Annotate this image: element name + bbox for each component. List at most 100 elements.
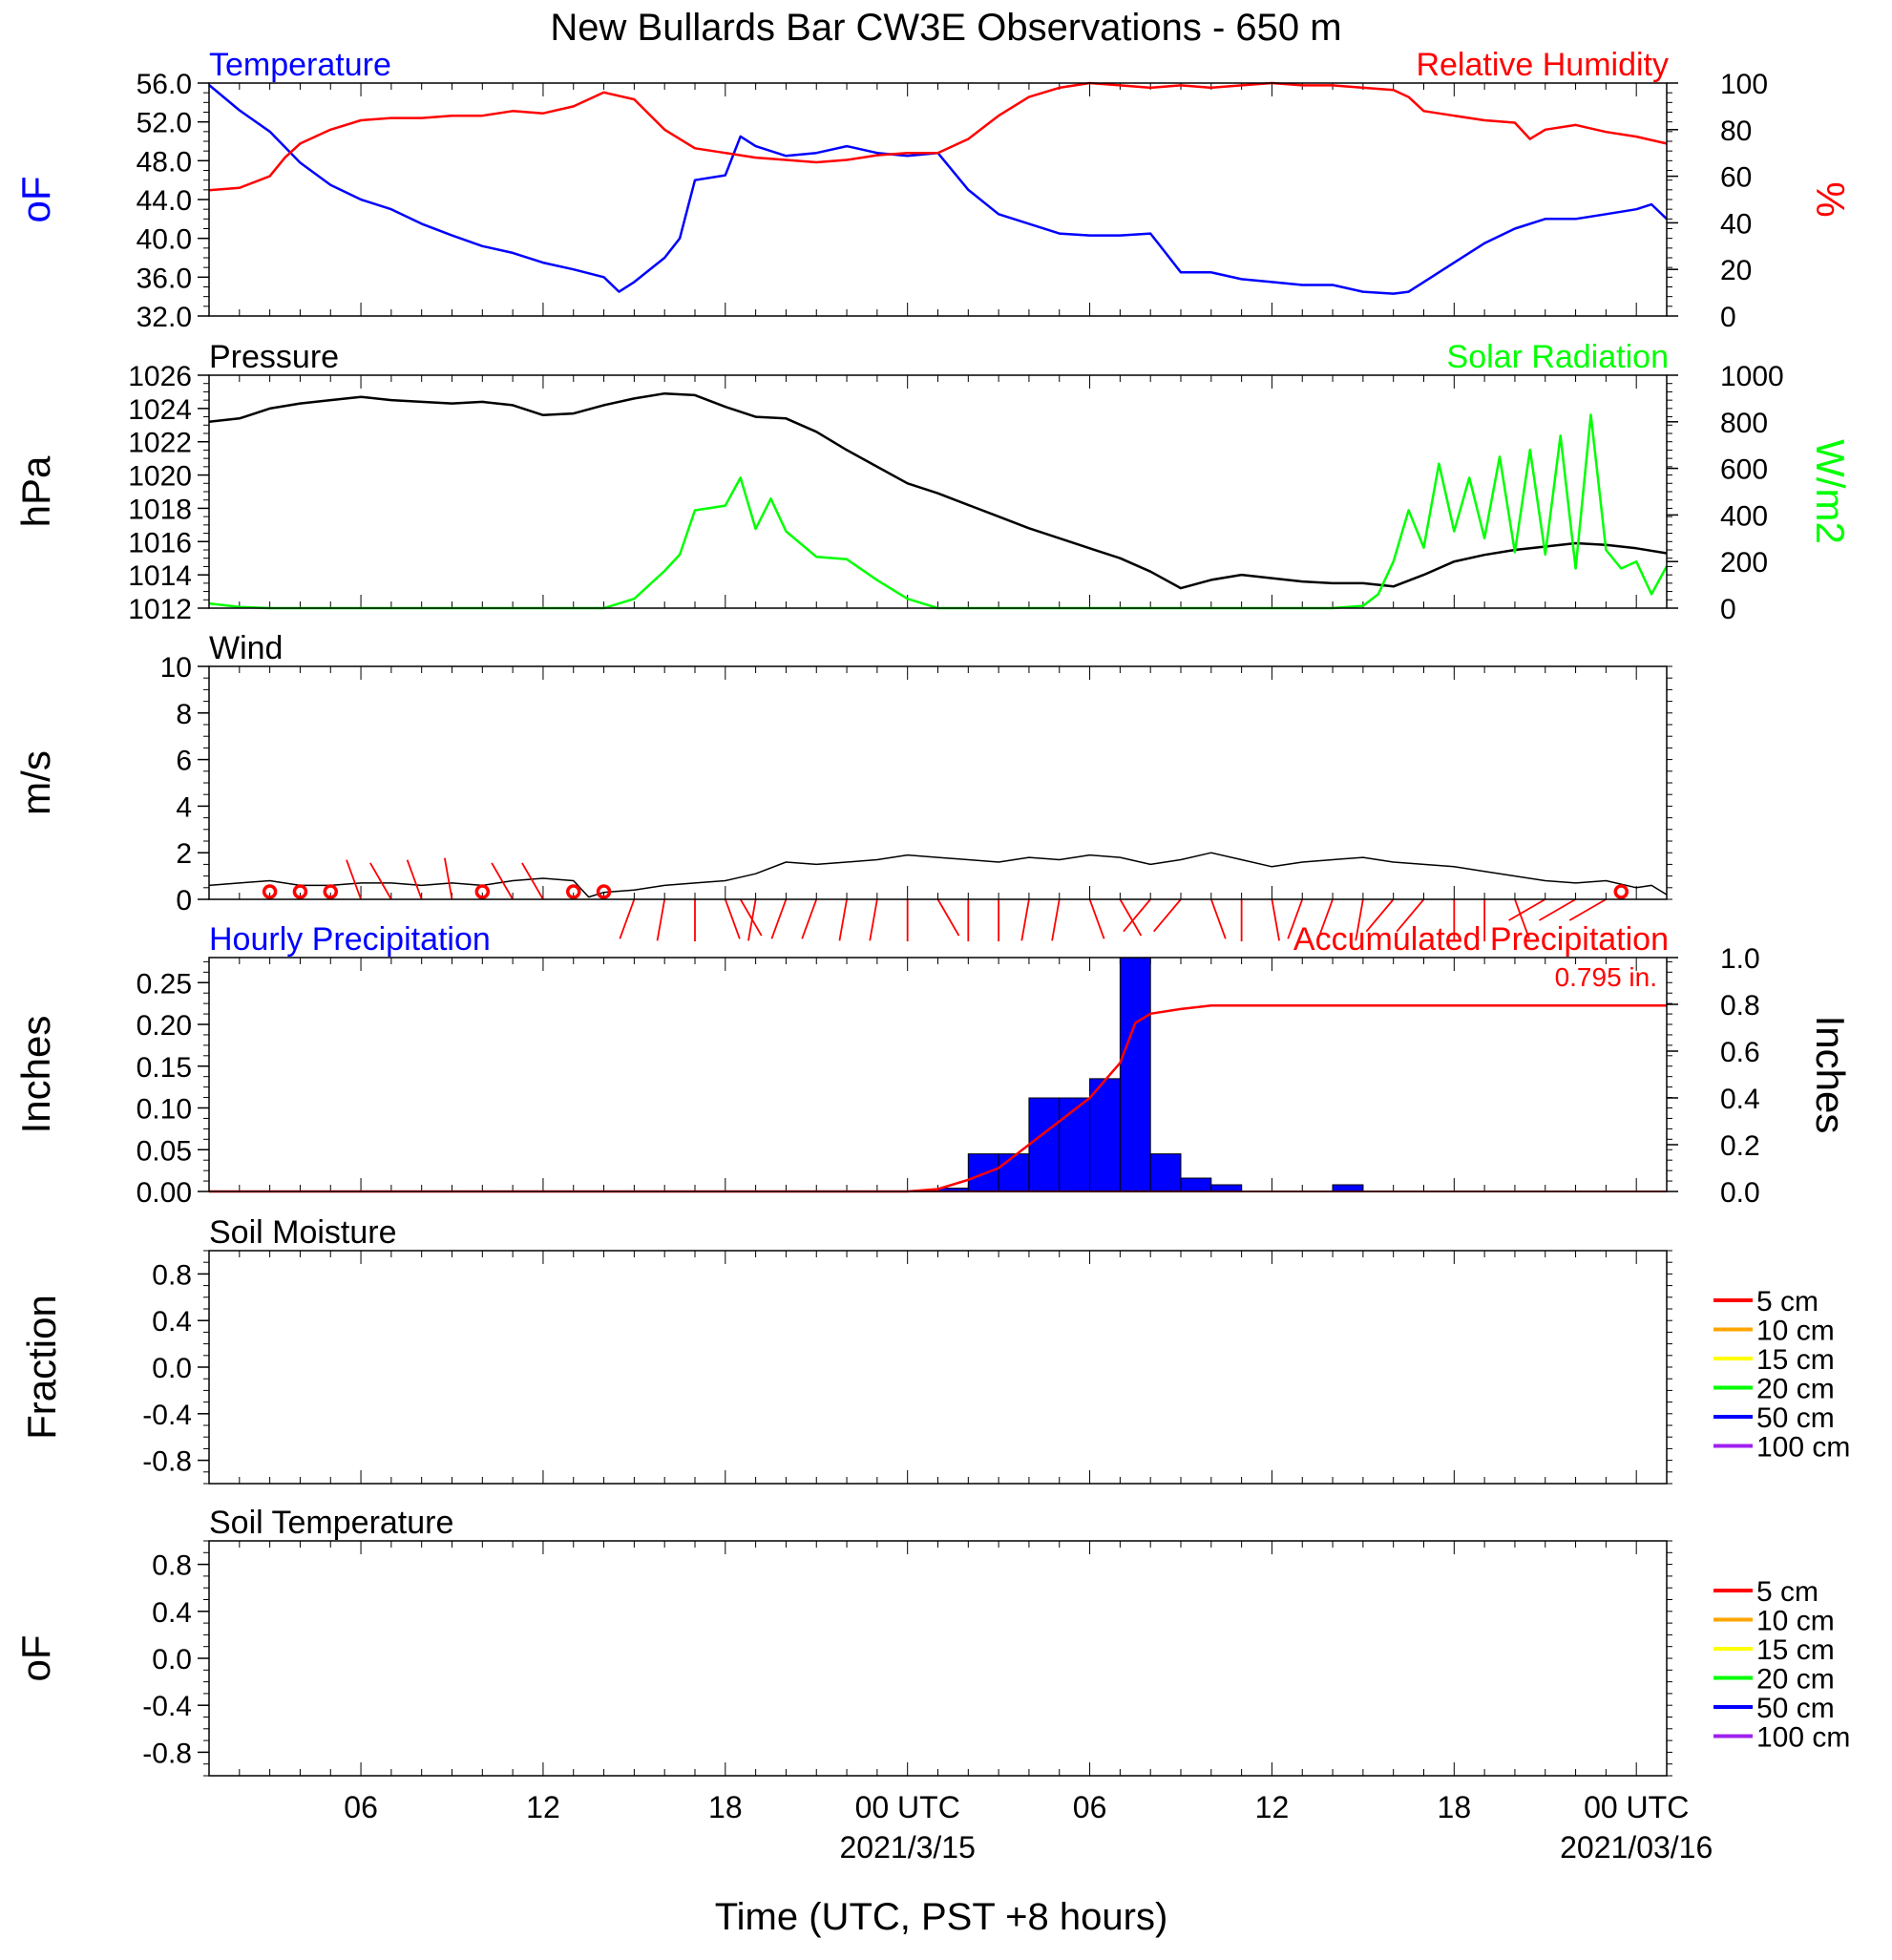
wind-barb xyxy=(1568,898,1607,921)
x-tick-label: 06 xyxy=(344,1790,378,1824)
wind-barb xyxy=(770,898,788,939)
wind-barb xyxy=(1508,898,1546,921)
wind-barb xyxy=(1088,898,1105,939)
legend-label: 50 cm xyxy=(1756,1402,1835,1434)
series-line-wind xyxy=(208,852,1668,898)
series-line-relative-humidity xyxy=(208,81,1668,192)
y-tick-label-left: 1018 xyxy=(128,494,192,525)
x-tick-label: 18 xyxy=(1438,1790,1472,1824)
legend-label: 20 cm xyxy=(1756,1664,1835,1696)
y-tick-label-left: -0.8 xyxy=(142,1738,192,1769)
y-tick-label-right: 600 xyxy=(1720,454,1768,486)
y-tick-label-right: 80 xyxy=(1720,116,1752,147)
y-axis-label-left: Inches xyxy=(13,1016,58,1134)
wind-barb-calm xyxy=(566,884,581,899)
y-tick-label-right: 60 xyxy=(1720,162,1752,194)
panel-frame xyxy=(208,1540,1668,1777)
x-axis-labels: 06 12 18 00 UTC 2021/3/15 06 12 18 00 UTC 2021/03… xyxy=(344,1790,1713,1865)
y-tick-label-left: 0.05 xyxy=(137,1135,192,1167)
y-tick-label-right: 1.0 xyxy=(1720,943,1760,975)
legend-label: 20 cm xyxy=(1756,1374,1835,1405)
wind-barb xyxy=(1365,898,1395,933)
x-tick-label: 12 xyxy=(1255,1790,1290,1824)
legend-label: 100 cm xyxy=(1756,1432,1850,1464)
precip-bar xyxy=(1149,1153,1182,1192)
wind-barb xyxy=(739,898,763,937)
y-tick-label-right: 100 xyxy=(1720,69,1768,100)
legend-label: 10 cm xyxy=(1756,1316,1835,1347)
wind-barb xyxy=(869,898,878,941)
y-tick-label-left: 1022 xyxy=(128,428,192,459)
panel-title-left: Temperature xyxy=(209,47,391,83)
y-tick-label-right: 0 xyxy=(1720,594,1736,625)
y-tick-label-left: 1014 xyxy=(128,560,192,592)
precip-bar xyxy=(1332,1184,1364,1192)
wind-barbs xyxy=(262,857,1629,941)
precip-bar xyxy=(1059,1097,1091,1192)
y-tick-label-left: -0.4 xyxy=(142,1400,192,1431)
figure-title: New Bullards Bar CW3E Observations - 650… xyxy=(550,7,1341,49)
x-tick-label: 06 xyxy=(1073,1790,1107,1824)
y-tick-label-right: 800 xyxy=(1720,408,1768,439)
wind-barb xyxy=(491,862,514,900)
y-tick-label-left: 1026 xyxy=(128,361,192,392)
x-tick-label: 00 UTC xyxy=(855,1790,960,1824)
y-axis-label-left: hPa xyxy=(13,455,58,527)
panel-wind: Wind 0 2 4 6 8 10 m/s xyxy=(13,630,1672,941)
panel-title-left: Hourly Precipitation xyxy=(209,921,491,958)
wind-barb xyxy=(747,898,757,941)
legend-label: 100 cm xyxy=(1756,1722,1850,1754)
y-tick-label-right: 40 xyxy=(1720,208,1752,240)
y-tick-label-left: -0.4 xyxy=(142,1691,192,1722)
y-axis-label-left: oF xyxy=(13,176,58,222)
wind-barb-calm xyxy=(596,884,612,899)
wind-barb-calm xyxy=(474,884,491,899)
wind-barb xyxy=(1317,898,1334,939)
panel-frame xyxy=(208,374,1668,609)
panel-soil-moisture: Soil Moisture -0.8 -0.4 0.0 0.4 0.8 Fraction 5 … xyxy=(19,1214,1850,1485)
y-tick-label-left: 0.4 xyxy=(152,1597,192,1629)
panel-frame xyxy=(208,957,1668,1192)
y-tick-label-left: 2 xyxy=(176,838,192,870)
y-tick-label-left: 6 xyxy=(176,746,192,777)
series-line-pressure xyxy=(208,391,1668,590)
panel-frame xyxy=(208,1250,1668,1485)
wind-barb xyxy=(619,898,636,939)
x-tick-label: 12 xyxy=(526,1790,560,1824)
wind-barb xyxy=(1514,898,1530,939)
panel-title-right: Solar Radiation xyxy=(1447,339,1669,375)
wind-barb xyxy=(1020,898,1030,941)
wind-barb xyxy=(1153,898,1182,933)
panel-pressure-solar: Pressure Solar Radiation10121014101610181… xyxy=(13,339,1853,625)
y-tick-label-left: 8 xyxy=(176,699,192,730)
y-tick-label-right: 0.6 xyxy=(1720,1037,1760,1068)
wind-barb xyxy=(1287,898,1304,939)
y-tick-label-right: 200 xyxy=(1720,547,1768,579)
panel-temperature-humidity: Temperature Relative Humidity 32.0 36.0 40.0… xyxy=(13,47,1853,333)
y-tick-label-left: 0.10 xyxy=(137,1094,192,1126)
y-tick-label-left: 56.0 xyxy=(137,69,192,100)
panels: Temperature Relative Humidity32.036.040.0… xyxy=(13,47,1853,1777)
y-tick-label-left: 52.0 xyxy=(137,108,192,139)
wind-barb xyxy=(1209,898,1227,939)
legend-label: 5 cm xyxy=(1756,1576,1818,1608)
x-tick-label: 18 xyxy=(708,1790,743,1824)
y-axis-label-right: Inches xyxy=(1808,1016,1853,1134)
y-tick-label-right: 1000 xyxy=(1720,361,1784,392)
y-tick-label-left: 1024 xyxy=(128,394,192,426)
y-tick-label-left: 0 xyxy=(176,885,192,917)
y-tick-label-left: 0.00 xyxy=(137,1177,192,1209)
wind-barb xyxy=(1355,898,1364,941)
x-tick-label: 00 UTC xyxy=(1584,1790,1689,1824)
wind-barb-calm xyxy=(323,884,338,899)
y-tick-label-left: 1020 xyxy=(128,461,192,493)
y-tick-label-right: 0 xyxy=(1720,302,1736,333)
wind-barb xyxy=(1123,898,1151,933)
y-axis-label-right: % xyxy=(1808,181,1853,217)
y-tick-label-left: 44.0 xyxy=(137,185,192,217)
panel-precipitation: Hourly Precipitation Accumulated Precipit… xyxy=(13,921,1853,1209)
wind-barb xyxy=(724,898,741,939)
